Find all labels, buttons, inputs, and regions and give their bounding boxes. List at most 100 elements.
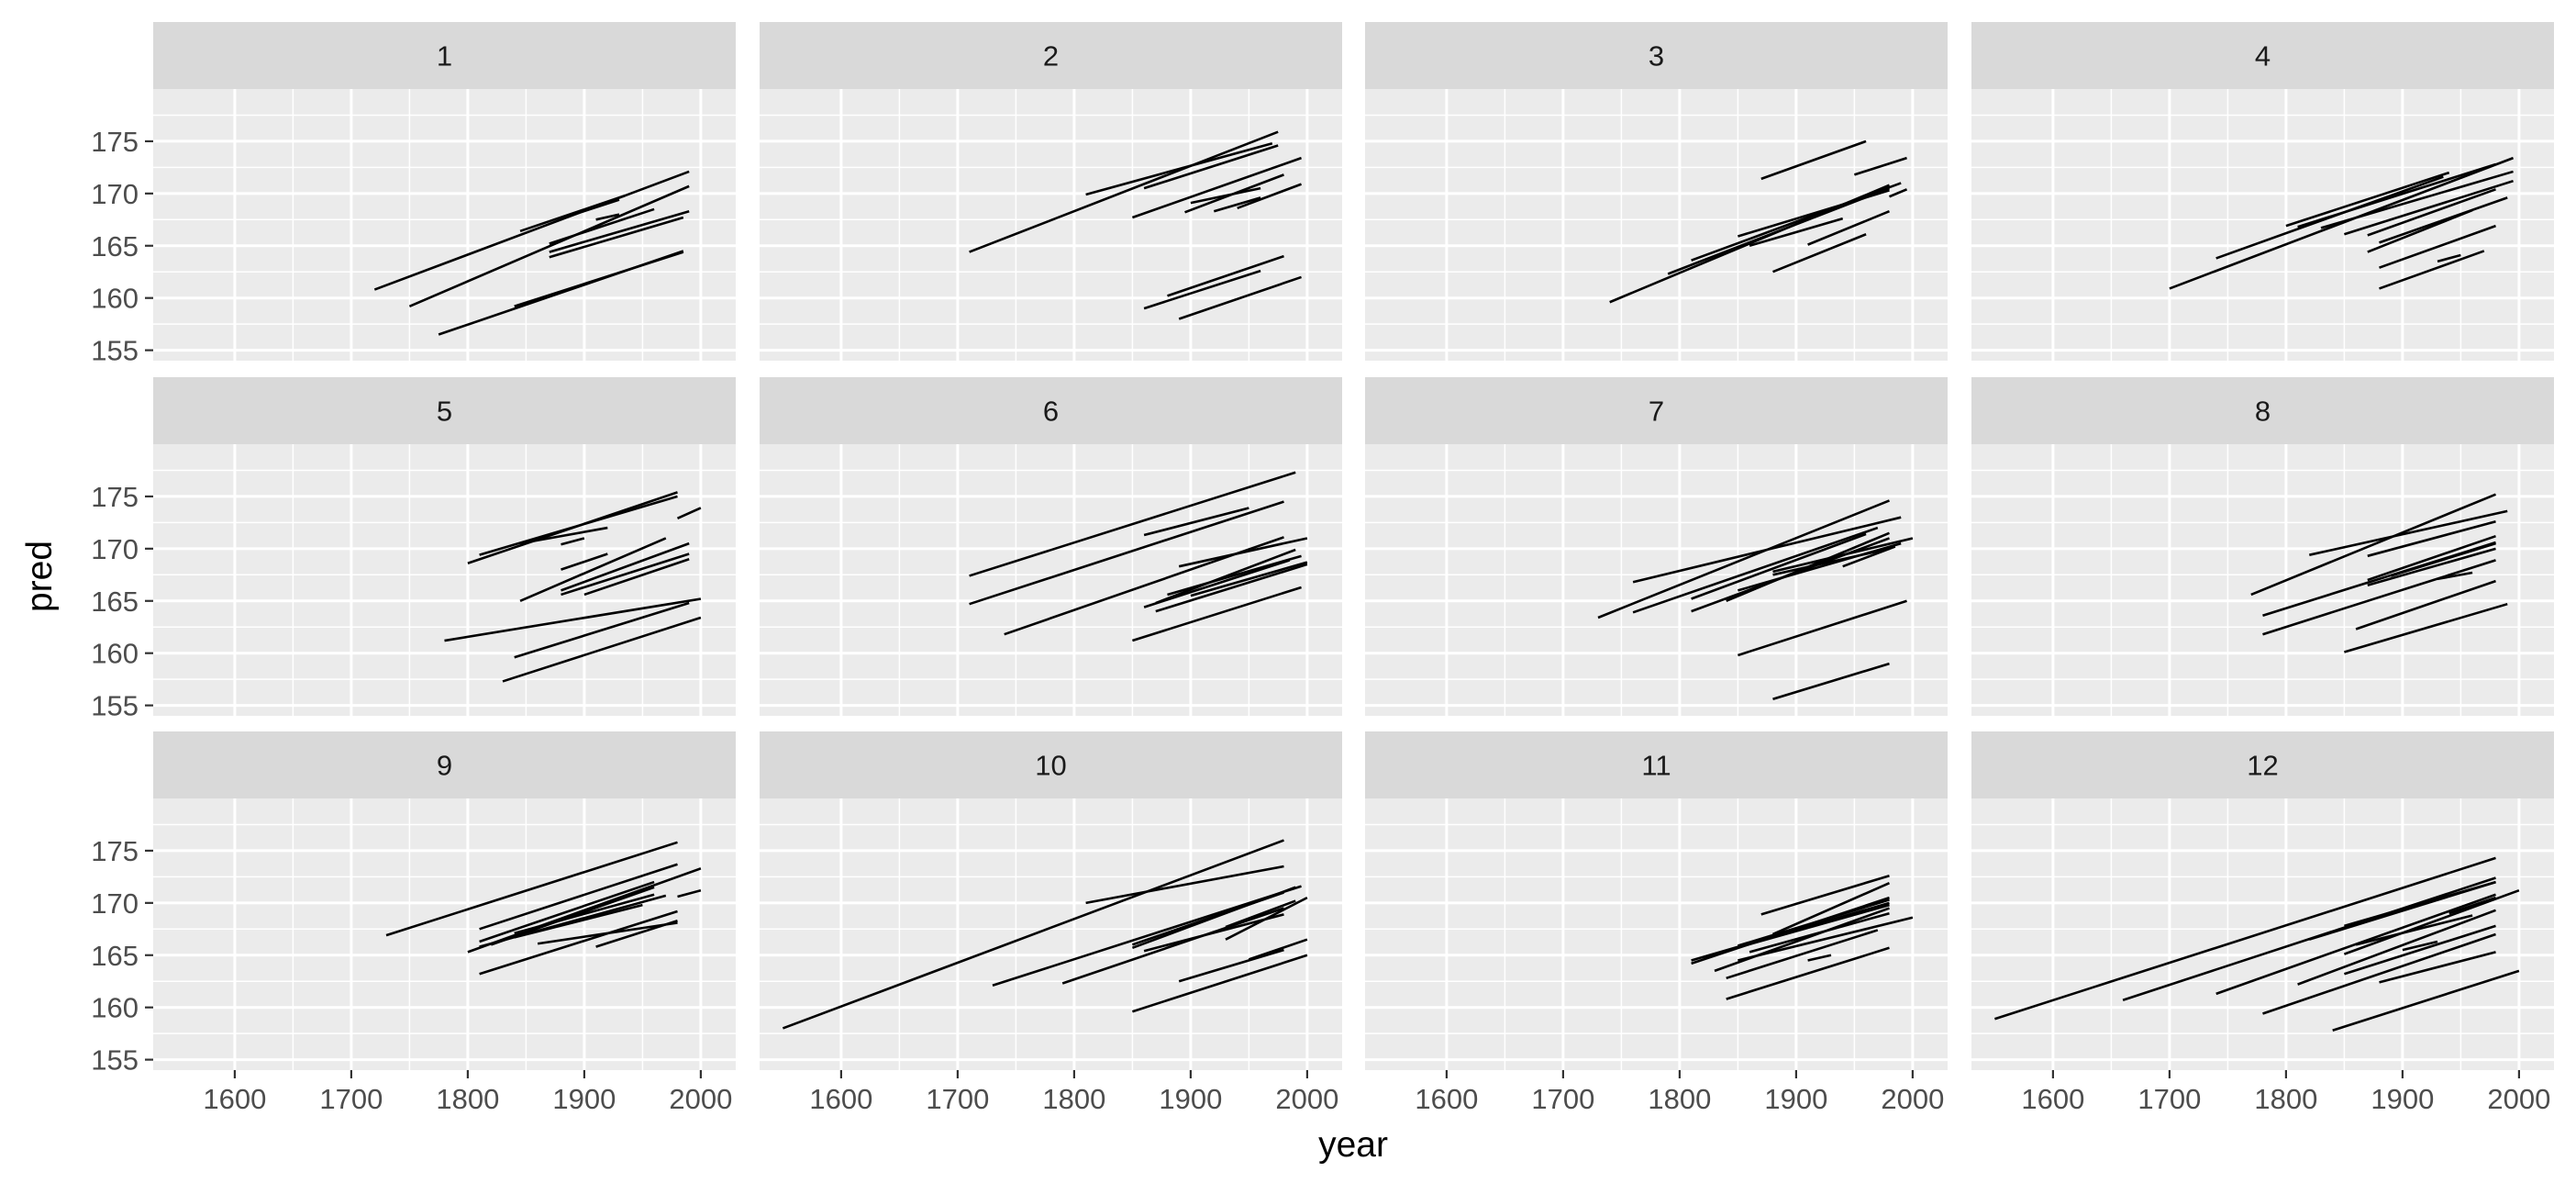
facet-strip-label: 5 [437, 396, 452, 428]
series-line [444, 597, 702, 642]
x-tick-label: 1700 [1531, 1083, 1594, 1115]
x-tick-label: 1900 [1159, 1083, 1222, 1115]
series-line [1738, 898, 1890, 947]
facet-strip [153, 22, 736, 89]
series-line [1143, 507, 1249, 537]
series-line [2309, 509, 2508, 556]
series-line [1738, 189, 1890, 238]
x-tick-label: 1900 [1764, 1083, 1827, 1115]
series-line [1167, 554, 1302, 597]
series-line [1772, 537, 1914, 574]
series-line [1132, 954, 1308, 1013]
series-line [1143, 269, 1261, 310]
y-tick-label: 175 [91, 481, 139, 513]
x-tick-label: 1600 [809, 1083, 872, 1115]
series-line [373, 170, 690, 291]
panel-background [153, 89, 736, 361]
series-line [1994, 856, 2496, 1021]
series-line [519, 537, 667, 602]
series-line [1702, 903, 1890, 959]
x-tick-label: 2000 [669, 1083, 732, 1115]
series-line [2437, 253, 2461, 263]
y-tick-label: 155 [91, 1044, 139, 1077]
series-line [1772, 233, 1867, 273]
series-line [1597, 499, 1890, 619]
series-line [2344, 602, 2508, 653]
facet-strip [1971, 731, 2554, 798]
series-line [1632, 526, 1879, 614]
series-line [676, 507, 702, 520]
series-line [519, 194, 626, 233]
series-line [385, 841, 678, 937]
series-line [969, 130, 1279, 253]
series-line [561, 541, 690, 592]
y-tick-label: 170 [91, 178, 139, 210]
facet-strip [760, 377, 1342, 444]
series-line [514, 893, 655, 935]
series-line [1749, 217, 1844, 248]
series-line [1213, 196, 1261, 213]
series-line [2169, 156, 2515, 290]
facet-strip [760, 731, 1342, 798]
series-line [2390, 541, 2496, 577]
series-line [1749, 911, 1890, 954]
series-line [2343, 888, 2520, 955]
x-tick-label: 1600 [1415, 1083, 1478, 1115]
series-line [514, 601, 690, 659]
series-line [1738, 916, 1914, 962]
series-line [595, 213, 620, 221]
series-line [2344, 880, 2496, 928]
series-line [561, 552, 608, 571]
panel-background [153, 798, 736, 1070]
series-line [2262, 559, 2496, 636]
panel-background [1971, 798, 2554, 1070]
series-line [561, 198, 620, 220]
x-tick-label: 2000 [1275, 1083, 1338, 1115]
series-line [1225, 896, 1308, 941]
series-line [1854, 156, 1907, 176]
y-axis-title: pred [20, 541, 60, 612]
y-tick-label: 165 [91, 230, 139, 262]
x-tick-label: 1700 [926, 1083, 989, 1115]
series-line [2355, 579, 2496, 630]
facet-strip [1365, 377, 1948, 444]
x-tick-label: 1600 [2021, 1083, 2084, 1115]
series-line [1842, 545, 1896, 568]
series-line [2285, 171, 2450, 228]
series-line [2379, 250, 2485, 290]
facet-strip-label: 11 [1641, 750, 1671, 782]
x-tick-label: 2000 [2487, 1083, 2550, 1115]
series-line [677, 888, 702, 898]
panel-background [760, 798, 1342, 1070]
facet-strip-label: 8 [2255, 396, 2271, 428]
series-line [969, 500, 1284, 606]
x-tick-label: 1800 [1042, 1083, 1105, 1115]
series-line [1632, 516, 1902, 584]
series-line [549, 207, 655, 245]
x-tick-label: 1700 [319, 1083, 383, 1115]
series-line [1772, 662, 1890, 701]
series-line [1143, 144, 1279, 190]
series-line [2344, 179, 2514, 236]
facet-strip-label: 10 [1035, 750, 1066, 782]
series-line [1248, 938, 1308, 961]
series-line [479, 880, 655, 943]
series-line [2320, 170, 2514, 229]
y-tick-label: 175 [91, 835, 139, 867]
series-line [1190, 561, 1308, 597]
x-tick-label: 1700 [2137, 1083, 2201, 1115]
series-line [537, 921, 678, 945]
series-line [479, 495, 678, 556]
series-line [1726, 946, 1890, 1000]
y-tick-label: 165 [91, 586, 139, 618]
series-line [1726, 929, 1879, 980]
y-tick-label: 160 [91, 283, 139, 315]
y-tick-label: 160 [91, 638, 139, 670]
series-line [549, 216, 684, 259]
series-line [1085, 865, 1284, 905]
series-line [1143, 559, 1291, 608]
series-line [2262, 932, 2496, 1015]
series-line [1691, 532, 1867, 600]
